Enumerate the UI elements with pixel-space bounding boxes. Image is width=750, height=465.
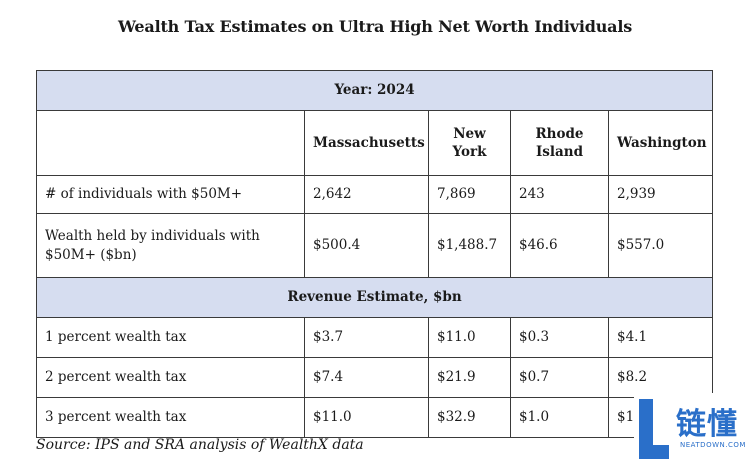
year-band-row: Year: 2024 — [35, 70, 714, 111]
revenue-band: Revenue Estimate, $bn — [35, 277, 714, 318]
year-band: Year: 2024 — [35, 70, 714, 111]
table-cell: 243 — [510, 175, 609, 214]
table-cell: $557.0 — [607, 213, 714, 278]
wealth-tax-table: Year: 2024 Massachusetts New York Rhode … — [35, 70, 714, 438]
table-cell: $7.4 — [304, 357, 429, 398]
header-blank-cell — [36, 110, 305, 176]
table-cell: $46.6 — [510, 213, 609, 278]
table-cell: 2,642 — [304, 175, 429, 214]
table-cell: $11.0 — [428, 317, 511, 358]
table-cell: $1.0 — [510, 397, 609, 438]
header-washington: Washington — [607, 110, 714, 176]
header-rhode-island: Rhode Island — [510, 110, 609, 176]
table-cell: $21.9 — [428, 357, 511, 398]
row-label: 2 percent wealth tax — [36, 357, 305, 398]
watermark-english-text: NEATDOWN.COM — [680, 441, 746, 449]
l-logo-icon — [639, 399, 669, 459]
table-row: 1 percent wealth tax $3.7 $11.0 $0.3 $4.… — [36, 317, 714, 358]
header-massachusetts: Massachusetts — [304, 110, 429, 176]
revenue-band-row: Revenue Estimate, $bn — [35, 277, 714, 318]
row-label: Wealth held by individuals with $50M+ ($… — [36, 213, 305, 278]
table-cell: $1,488.7 — [428, 213, 511, 278]
row-label: 1 percent wealth tax — [36, 317, 305, 358]
table-cell: $11.0 — [304, 397, 429, 438]
table-cell: $4.1 — [607, 317, 714, 358]
table-cell: $3.7 — [304, 317, 429, 358]
table-title: Wealth Tax Estimates on Ultra High Net W… — [117, 17, 633, 36]
row-label: # of individuals with $50M+ — [36, 175, 305, 214]
table-cell: $0.3 — [510, 317, 609, 358]
table-cell: $8.2 — [607, 357, 714, 398]
table-cell: 2,939 — [607, 175, 714, 214]
table-cell: $0.7 — [510, 357, 609, 398]
header-row: Massachusetts New York Rhode Island Wash… — [36, 110, 714, 176]
watermark-logo: 链懂 NEATDOWN.COM — [634, 393, 750, 465]
header-new-york: New York — [428, 110, 511, 176]
table-cell: $32.9 — [428, 397, 511, 438]
watermark-chinese-text: 链懂 — [676, 407, 738, 442]
table-row: Wealth held by individuals with $50M+ ($… — [36, 213, 714, 278]
table-cell: $500.4 — [304, 213, 429, 278]
table-row: 2 percent wealth tax $7.4 $21.9 $0.7 $8.… — [36, 357, 714, 398]
table-row: # of individuals with $50M+ 2,642 7,869 … — [36, 175, 714, 214]
row-label: 3 percent wealth tax — [36, 397, 305, 438]
table-cell: 7,869 — [428, 175, 511, 214]
table-row: 3 percent wealth tax $11.0 $32.9 $1.0 $1 — [36, 397, 714, 438]
source-note: Source: IPS and SRA analysis of WealthX … — [36, 437, 364, 453]
